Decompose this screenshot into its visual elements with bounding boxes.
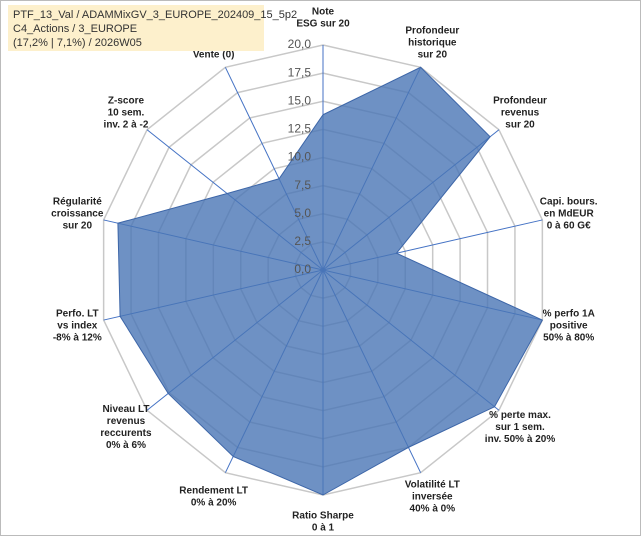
axis-label: sur 1 sem. (495, 422, 545, 433)
header: PTF_13_Val / ADAMMixGV_3_EUROPE_202409_1… (13, 9, 297, 49)
axis-label: 40% à 0% (410, 504, 456, 515)
axis-label: revenus (501, 108, 540, 119)
y-tick-label: 10,0 (288, 150, 312, 164)
y-tick-label: 12,5 (288, 122, 312, 136)
header-line: C4_Actions / 3_EUROPE (13, 23, 137, 35)
axis-label: positive (550, 321, 588, 332)
axis-label: historique (408, 38, 457, 49)
axis-label: 0% à 6% (106, 440, 146, 451)
header-line: (17,2% | 7,1%) / 2026W05 (13, 37, 142, 49)
header-line: PTF_13_Val / ADAMMixGV_3_EUROPE_202409_1… (13, 9, 297, 21)
axis-label: reccurents (100, 428, 152, 439)
axis-label: 0% à 20% (191, 498, 237, 509)
axis-label: 10 sem. (108, 108, 145, 119)
axis-label: en MdEUR (544, 209, 595, 220)
axis-label: sur 20 (63, 221, 93, 232)
axis-label: ESG sur 20 (296, 19, 350, 30)
axis-label: Profondeur (493, 96, 547, 107)
y-tick-label: 2,5 (294, 234, 311, 248)
axis-label: sur 20 (505, 120, 535, 131)
axis-label: Régularité (53, 197, 102, 208)
axis-label: % perte max. (489, 410, 551, 421)
axis-label: croissance (51, 209, 104, 220)
y-tick-label: 15,0 (288, 93, 312, 107)
axis-label: revenus (107, 416, 146, 427)
axis-label: Z-score (108, 96, 145, 107)
axis-label: Rendement LT (179, 486, 248, 497)
y-tick-label: 5,0 (294, 206, 311, 220)
axis-label: 0 à 1 (312, 523, 335, 534)
axis-label: -8% à 12% (53, 333, 102, 344)
axis-label: 50% à 80% (543, 333, 594, 344)
axis-label: Volatilité LT (405, 480, 460, 491)
axis-label: inversée (412, 492, 453, 503)
y-tick-label: 7,5 (294, 178, 311, 192)
axis-label: Profondeur (405, 26, 459, 37)
axis-label: Vente (0) (193, 50, 235, 61)
y-tick-label: 20,0 (288, 37, 312, 51)
y-tick-label: 0,0 (294, 262, 311, 276)
header-box (8, 5, 264, 51)
axis-label: sur 20 (418, 50, 448, 61)
axis-label: Note (312, 7, 335, 18)
axis-label: inv. 2 à -2 (104, 120, 149, 131)
y-tick-label: 17,5 (288, 65, 312, 79)
axis-label: Niveau LT (102, 404, 149, 415)
series-area (117, 66, 544, 496)
axis-label: Capi. bours. (540, 197, 598, 208)
axis-label: Perfo. LT (56, 309, 99, 320)
axis-label: Ratio Sharpe (292, 511, 354, 522)
axis-label: 0 à 60 G€ (547, 221, 591, 232)
plot (117, 66, 544, 496)
axis-label: vs index (57, 321, 97, 332)
axis-label: inv. 50% à 20% (485, 434, 556, 445)
axis-label: % perfo 1A (543, 309, 595, 320)
